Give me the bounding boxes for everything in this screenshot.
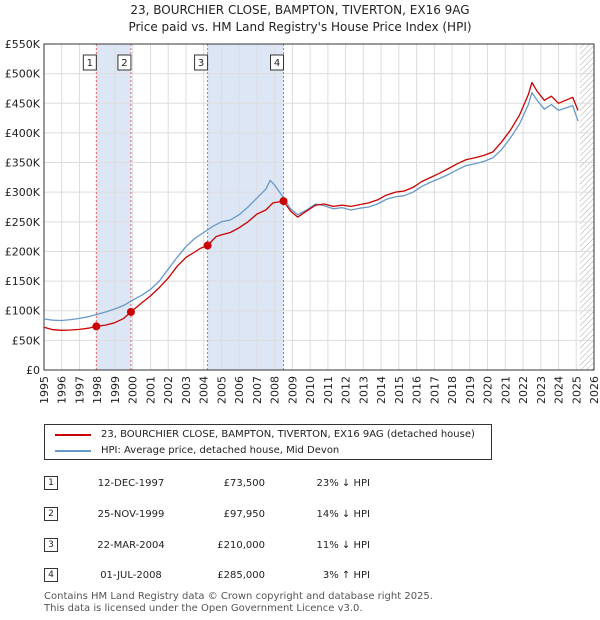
transaction-price: £97,950: [223, 509, 265, 520]
transaction-marker: 2: [44, 507, 58, 521]
y-tick-label: £450K: [5, 97, 41, 110]
y-tick-label: £300K: [5, 186, 41, 199]
legend: 23, BOURCHIER CLOSE, BAMPTON, TIVERTON, …: [44, 424, 492, 460]
x-tick-label: 2021: [499, 376, 512, 404]
y-tick-label: £200K: [5, 245, 41, 258]
x-tick-label: 1999: [109, 376, 122, 404]
transaction-hpi: 3% ↑ HPI: [322, 570, 370, 581]
transaction-row: 1 12-DEC-1997 £73,500 23% ↓ HPI: [0, 475, 600, 493]
x-tick-label: 2006: [233, 376, 246, 404]
transaction-date: 01-JUL-2008: [100, 570, 162, 581]
transaction-marker-label: 1: [87, 58, 93, 69]
transaction-price: £210,000: [217, 540, 265, 551]
transaction-date: 25-NOV-1999: [97, 509, 165, 520]
x-tick-label: 2017: [428, 376, 441, 404]
x-tick-label: 2024: [553, 376, 566, 404]
y-tick-label: £50K: [12, 334, 41, 347]
transaction-date: 22-MAR-2004: [97, 540, 165, 551]
transaction-price: £285,000: [217, 570, 265, 581]
x-tick-label: 2008: [269, 376, 282, 404]
x-tick-label: 2005: [215, 376, 228, 404]
y-tick-label: £150K: [5, 275, 41, 288]
x-tick-label: 2022: [517, 376, 530, 404]
x-tick-label: 2012: [340, 376, 353, 404]
transaction-marker-box: [117, 54, 132, 71]
transaction-hpi: 14% ↓ HPI: [316, 509, 370, 520]
x-tick-label: 2018: [446, 376, 459, 404]
x-tick-label: 2019: [464, 376, 477, 404]
x-tick-label: 2002: [162, 376, 175, 404]
highlight-band: [207, 44, 284, 370]
transaction-marker: 1: [44, 476, 58, 490]
transaction-point: [126, 307, 135, 316]
chart-title: 23, BOURCHIER CLOSE, BAMPTON, TIVERTON, …: [130, 3, 470, 17]
transaction-row: 2 25-NOV-1999 £97,950 14% ↓ HPI: [0, 506, 600, 524]
transaction-hpi: 23% ↓ HPI: [316, 478, 370, 489]
y-tick-label: £250K: [5, 216, 41, 229]
x-tick-label: 2023: [535, 376, 548, 404]
x-tick-label: 2026: [588, 376, 600, 404]
x-tick-label: 2025: [570, 376, 583, 404]
x-tick-label: 2016: [411, 376, 424, 404]
transaction-hpi: 11% ↓ HPI: [316, 540, 370, 551]
property-series-line: [43, 81, 579, 331]
x-tick-label: 2001: [144, 376, 157, 404]
footer-licence: This data is licensed under the Open Gov…: [44, 603, 363, 614]
x-tick-label: 2010: [304, 376, 317, 404]
x-tick-label: 2011: [322, 376, 335, 404]
x-tick-label: 2000: [127, 376, 140, 404]
x-tick-label: 2007: [251, 376, 264, 404]
x-tick-label: 2004: [198, 376, 211, 404]
transaction-marker: 4: [44, 568, 58, 582]
y-tick-label: £400K: [5, 127, 41, 140]
transaction-marker-box: [82, 54, 97, 71]
legend-label-hpi: HPI: Average price, detached house, Mid …: [101, 445, 340, 456]
transaction-marker-label: 4: [274, 58, 280, 69]
y-tick-label: £0: [26, 364, 40, 377]
y-tick-label: £550K: [5, 38, 41, 51]
transaction-marker-box: [194, 54, 209, 71]
y-tick-label: £350K: [5, 157, 41, 170]
x-tick-label: 2015: [393, 376, 406, 404]
x-tick-label: 1995: [38, 376, 51, 404]
transaction-row: 4 01-JUL-2008 £285,000 3% ↑ HPI: [0, 567, 600, 585]
x-tick-label: 2013: [357, 376, 370, 404]
y-tick-label: £500K: [5, 68, 41, 81]
chart-subtitle: Price paid vs. HM Land Registry's House …: [128, 20, 472, 34]
transaction-marker: 3: [44, 538, 58, 552]
transaction-price: £73,500: [223, 478, 265, 489]
legend-swatch-property: [55, 434, 91, 436]
footer-copyright: Contains HM Land Registry data © Crown c…: [44, 591, 433, 602]
future-hatch: [579, 44, 594, 370]
price-chart: £0 £50K £100K £150K £200K £250K £300K £350K £400…: [5, 38, 600, 404]
transaction-point: [92, 322, 101, 331]
x-tick-label: 2020: [482, 376, 495, 404]
transaction-point: [203, 241, 212, 250]
x-tick-label: 2014: [375, 376, 388, 404]
highlight-band: [96, 44, 131, 370]
transaction-marker-label: 3: [198, 58, 204, 69]
x-tick-label: 2009: [286, 376, 299, 404]
transaction-row: 3 22-MAR-2004 £210,000 11% ↓ HPI: [0, 537, 600, 555]
x-tick-label: 1998: [91, 376, 104, 404]
plot-frame: [43, 43, 595, 371]
x-tick-label: 1996: [56, 376, 69, 404]
y-tick-label: £100K: [5, 305, 41, 318]
transaction-marker-label: 2: [121, 58, 127, 69]
hpi-series-line: [43, 91, 579, 322]
legend-swatch-hpi: [55, 450, 91, 452]
transaction-point: [279, 197, 288, 206]
x-tick-label: 2003: [180, 376, 193, 404]
legend-label-property: 23, BOURCHIER CLOSE, BAMPTON, TIVERTON, …: [101, 429, 475, 440]
x-tick-label: 1997: [73, 376, 86, 404]
transaction-date: 12-DEC-1997: [97, 478, 165, 489]
transaction-marker-box: [270, 54, 285, 71]
